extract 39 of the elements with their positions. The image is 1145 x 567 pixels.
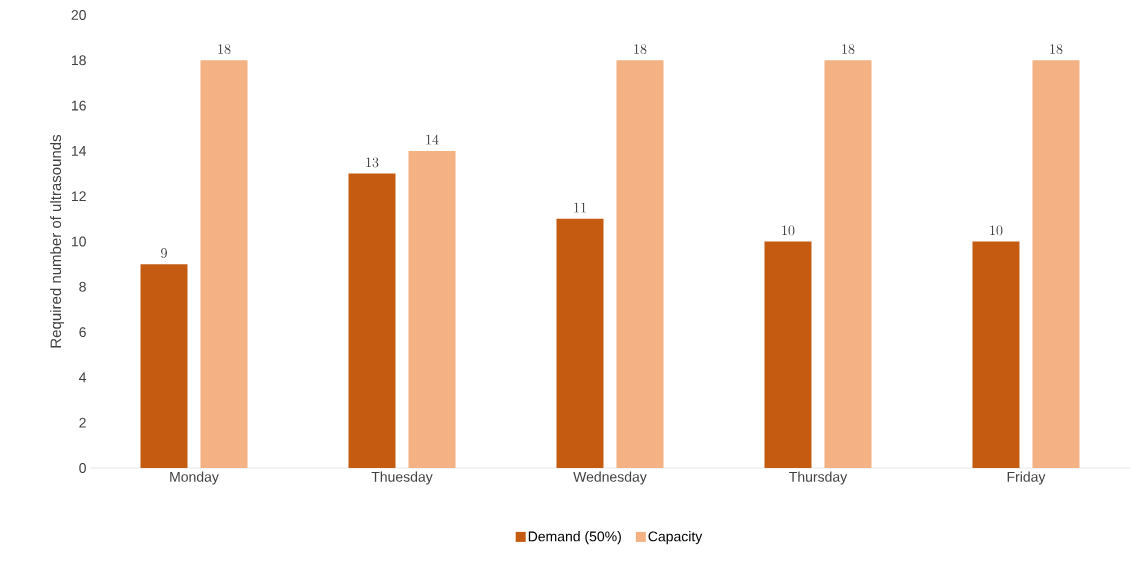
bar [1032,60,1080,468]
bar [824,60,872,468]
bar [200,60,248,468]
y-tick-label: 0 [79,463,86,473]
y-tick-label: 8 [79,281,86,292]
bar [972,241,1020,468]
data-label: 13 [366,157,379,168]
y-tick-label: 10 [71,236,86,247]
x-tick-label: Thuesday [371,471,433,485]
data-label: 9 [161,248,167,258]
y-tick-label: 4 [79,372,87,383]
legend-label: Capacity [648,531,703,545]
y-axis-title: Required number of ultrasounds [50,134,65,348]
data-label: 11 [574,202,586,213]
bar [556,218,604,468]
bar [616,60,664,468]
data-label: 18 [218,44,231,55]
bar [764,241,812,468]
bar [348,173,396,468]
data-label: 18 [634,44,647,55]
y-tick-label: 12 [71,191,86,202]
y-tick-label: 16 [71,100,86,111]
data-label: 10 [782,225,795,236]
bar [408,150,456,468]
y-tick-label: 6 [79,327,86,338]
x-tick-label: Monday [170,471,219,485]
bar [140,264,188,468]
data-label: 18 [1050,44,1063,55]
x-tick-label: Friday [1007,471,1046,485]
y-tick-label: 14 [71,146,87,156]
x-tick-label: Wednesday [573,471,647,485]
data-label: 18 [842,44,855,55]
x-tick-label: Thursday [789,471,848,485]
legend-label: Demand (50%) [528,531,621,545]
y-tick-label: 20 [71,10,86,20]
y-tick-label: 2 [79,417,86,428]
data-label: 14 [426,134,439,145]
data-label: 10 [990,225,1003,236]
y-tick-label: 18 [71,55,86,66]
